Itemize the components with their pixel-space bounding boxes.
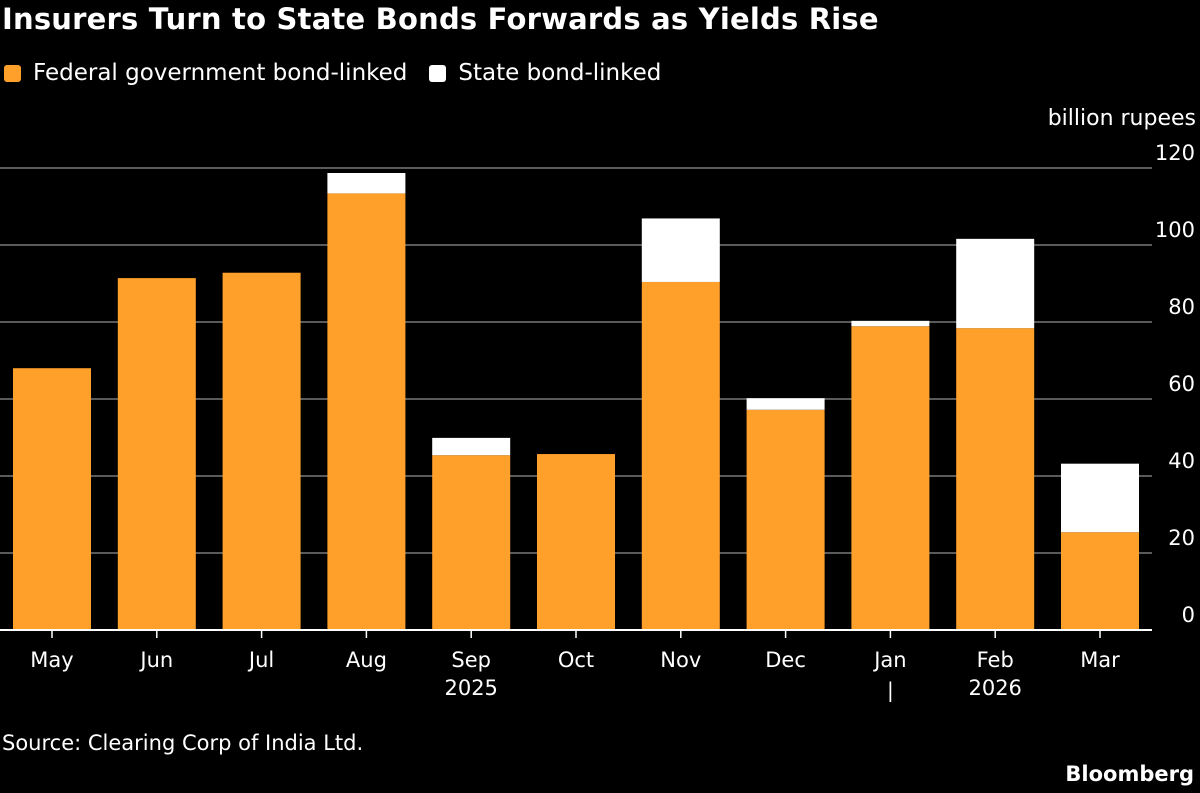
x-tick-label: Jul <box>247 648 274 672</box>
bar-federal-nov <box>641 281 720 630</box>
bar-federal-jan <box>851 326 930 630</box>
source-note: Source: Clearing Corp of India Ltd. <box>2 731 364 755</box>
bar-state-feb <box>956 238 1035 329</box>
bar-state-nov <box>641 218 720 282</box>
legend-label-state: State bond-linked <box>458 60 662 86</box>
y-tick-label: 20 <box>1168 526 1195 550</box>
y-tick-label: 120 <box>1155 141 1195 165</box>
y-axis-unit-label: billion rupees <box>1047 106 1196 131</box>
x-tick-label: Feb <box>977 648 1014 672</box>
legend-swatch-state <box>429 64 447 82</box>
y-tick-label: 0 <box>1182 603 1195 627</box>
bar-federal-jul <box>222 272 301 630</box>
year-divider: | <box>887 678 894 702</box>
bar-federal-jun <box>117 278 196 630</box>
x-tick-label: Jun <box>138 648 173 672</box>
bar-federal-may <box>13 368 91 630</box>
legend-label-federal: Federal government bond-linked <box>33 60 408 86</box>
x-tick-label: Jan <box>872 648 906 672</box>
bar-state-dec <box>746 398 825 410</box>
y-tick-label: 100 <box>1155 218 1195 242</box>
legend: Federal government bond-linked State bon… <box>4 60 683 86</box>
bar-state-sep <box>432 437 511 456</box>
year-label: 2026 <box>968 676 1021 700</box>
chart-title: Insurers Turn to State Bonds Forwards as… <box>2 2 879 36</box>
bloomberg-logo: Bloomberg <box>1065 762 1194 786</box>
bar-federal-mar <box>1061 532 1139 630</box>
legend-swatch-federal <box>4 64 21 82</box>
bar-federal-dec <box>746 409 825 630</box>
x-tick-label: Oct <box>558 648 594 672</box>
y-tick-label: 80 <box>1168 295 1195 319</box>
x-tick-label: Nov <box>660 648 701 672</box>
x-tick-label: Dec <box>765 648 806 672</box>
y-tick-label: 60 <box>1168 372 1195 396</box>
year-label: 2025 <box>444 676 497 700</box>
bar-federal-aug <box>327 193 406 630</box>
x-tick-label: Sep <box>451 648 491 672</box>
bar-state-mar <box>1061 463 1139 533</box>
x-tick-label: May <box>30 648 73 672</box>
bar-federal-feb <box>956 328 1035 630</box>
bar-state-aug <box>327 173 406 194</box>
x-tick-label: Mar <box>1080 648 1120 672</box>
legend-item-state: State bond-linked <box>429 60 661 86</box>
x-tick-label: Aug <box>346 648 387 672</box>
bar-state-jan <box>851 320 930 327</box>
bar-federal-oct <box>537 454 615 630</box>
y-tick-label: 40 <box>1168 449 1195 473</box>
legend-item-federal: Federal government bond-linked <box>4 60 407 86</box>
bar-federal-sep <box>432 455 511 630</box>
